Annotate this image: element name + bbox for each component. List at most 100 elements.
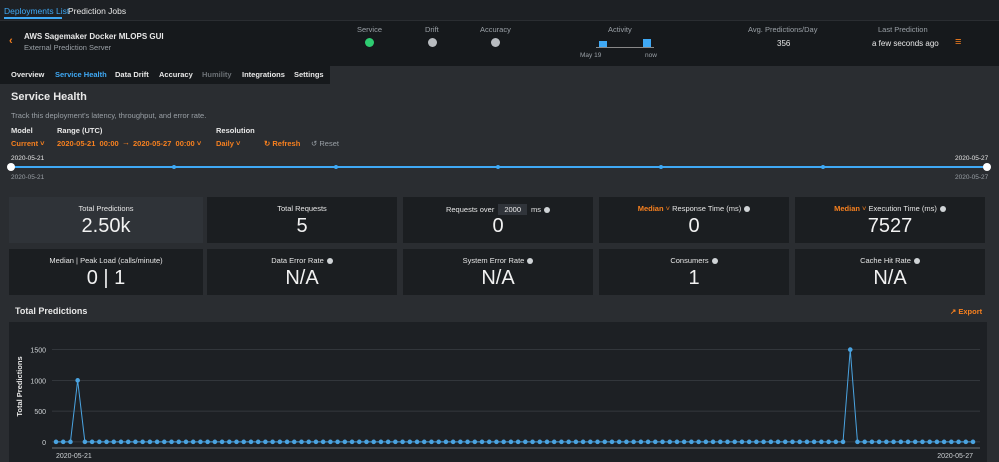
control-label: Resolution xyxy=(216,126,255,135)
tile-value: N/A xyxy=(403,267,593,290)
data-point xyxy=(754,440,759,445)
info-icon xyxy=(544,207,550,213)
threshold-input[interactable]: 2000 xyxy=(498,204,527,215)
deployment-name: AWS Sagemaker Docker MLOPS GUI xyxy=(24,32,164,41)
menu-button[interactable]: ≡ xyxy=(955,36,961,48)
avg-predictions: 356 xyxy=(777,39,790,48)
data-point xyxy=(400,440,405,445)
tile-value: 0 xyxy=(599,215,789,238)
data-point xyxy=(841,440,846,445)
nav-tab[interactable]: Deployments List xyxy=(4,6,69,16)
model-dropdown[interactable]: Current ˅ xyxy=(11,139,45,148)
nav-tab[interactable]: Prediction Jobs xyxy=(68,6,126,16)
data-point xyxy=(249,440,254,445)
unit: ms xyxy=(531,205,541,214)
data-point xyxy=(111,440,116,445)
tile-value: 0 xyxy=(403,215,593,238)
data-point xyxy=(711,440,716,445)
data-point xyxy=(675,440,680,445)
data-point xyxy=(646,440,651,445)
data-point xyxy=(494,440,499,445)
data-point xyxy=(155,440,160,445)
top-nav xyxy=(0,0,999,20)
refresh-button[interactable]: ↻ Refresh xyxy=(264,139,300,148)
tab[interactable]: Integrations xyxy=(242,70,285,79)
range-start[interactable]: 2020-05-21 00:00 xyxy=(57,139,119,148)
status-label: Activity xyxy=(608,25,632,34)
export-button[interactable]: ↗ Export xyxy=(950,307,982,316)
data-point xyxy=(574,440,579,445)
tab[interactable]: Overview xyxy=(11,70,44,79)
deployment-subtitle: External Prediction Server xyxy=(24,43,111,52)
y-tick-label: 0 xyxy=(42,440,46,447)
data-point xyxy=(783,440,788,445)
range-arrow: → xyxy=(122,138,130,147)
slider-label: 2020-05-21 xyxy=(11,155,44,162)
data-point xyxy=(812,440,817,445)
tile-label: Total Predictions xyxy=(9,204,203,213)
data-point xyxy=(408,440,413,445)
data-point xyxy=(176,440,181,445)
reset-button[interactable]: ↺ Reset xyxy=(311,139,339,148)
data-point xyxy=(119,440,124,445)
slider-label: 2020-05-21 xyxy=(11,174,44,181)
data-point xyxy=(559,440,564,445)
data-point xyxy=(501,440,506,445)
tile-label: Median ˅ Response Time (ms) xyxy=(599,204,789,213)
slider-dot xyxy=(334,165,338,169)
data-point xyxy=(54,440,59,445)
button-label: Export xyxy=(958,307,982,316)
metric-tile[interactable]: Total Predictions 2.50k xyxy=(9,197,203,243)
caret: ˅ xyxy=(664,204,673,213)
data-point xyxy=(566,440,571,445)
slider-handle[interactable] xyxy=(7,163,15,171)
data-point xyxy=(877,440,882,445)
info-icon xyxy=(327,258,333,264)
tile-label-text: Total Requests xyxy=(277,204,327,213)
tab[interactable]: Humility xyxy=(202,70,232,79)
data-point xyxy=(797,440,802,445)
y-axis-label: Total Predictions xyxy=(15,356,24,416)
tile-dropdown[interactable]: Median xyxy=(834,204,860,213)
data-point xyxy=(667,440,672,445)
data-point xyxy=(826,440,831,445)
tab[interactable]: Service Health xyxy=(55,70,107,79)
back-button[interactable]: ‹ xyxy=(9,35,13,47)
data-point xyxy=(472,440,477,445)
data-point xyxy=(906,440,911,445)
data-point xyxy=(913,440,918,445)
tile-dropdown[interactable]: Median xyxy=(638,204,664,213)
tab[interactable]: Data Drift xyxy=(115,70,149,79)
data-point xyxy=(314,440,319,445)
tile-value: N/A xyxy=(207,267,397,290)
data-point xyxy=(278,440,283,445)
metric-tile: Median ˅ Response Time (ms) 0 xyxy=(599,197,789,243)
tile-value: 2.50k xyxy=(9,215,203,238)
data-point xyxy=(509,440,514,445)
data-point xyxy=(595,440,600,445)
tile-label-text: Data Error Rate xyxy=(271,256,324,265)
status-unknown-icon xyxy=(428,38,437,47)
data-point xyxy=(104,440,109,445)
section-title: Service Health xyxy=(11,91,87,103)
range-end[interactable]: 2020-05-27 00:00 ˅ xyxy=(133,139,201,148)
tile-label-text: Response Time (ms) xyxy=(672,204,741,213)
dropdown-value: Daily xyxy=(216,139,234,148)
data-point xyxy=(870,440,875,445)
tile-label: Total Requests xyxy=(207,204,397,213)
x-tick-label: 2020-05-27 xyxy=(937,453,973,460)
tile-value: 0 | 1 xyxy=(9,267,203,290)
data-point xyxy=(834,440,839,445)
date: 2020-05-21 xyxy=(57,139,95,148)
nav-underline xyxy=(4,17,62,19)
info-icon xyxy=(712,258,718,264)
data-point xyxy=(234,440,239,445)
slider-handle[interactable] xyxy=(983,163,991,171)
tile-label: Cache Hit Rate xyxy=(795,256,985,265)
tab[interactable]: Accuracy xyxy=(159,70,193,79)
tab[interactable]: Settings xyxy=(294,70,324,79)
resolution-dropdown[interactable]: Daily ˅ xyxy=(216,139,240,148)
data-point xyxy=(631,440,636,445)
activity-bar xyxy=(643,39,651,47)
